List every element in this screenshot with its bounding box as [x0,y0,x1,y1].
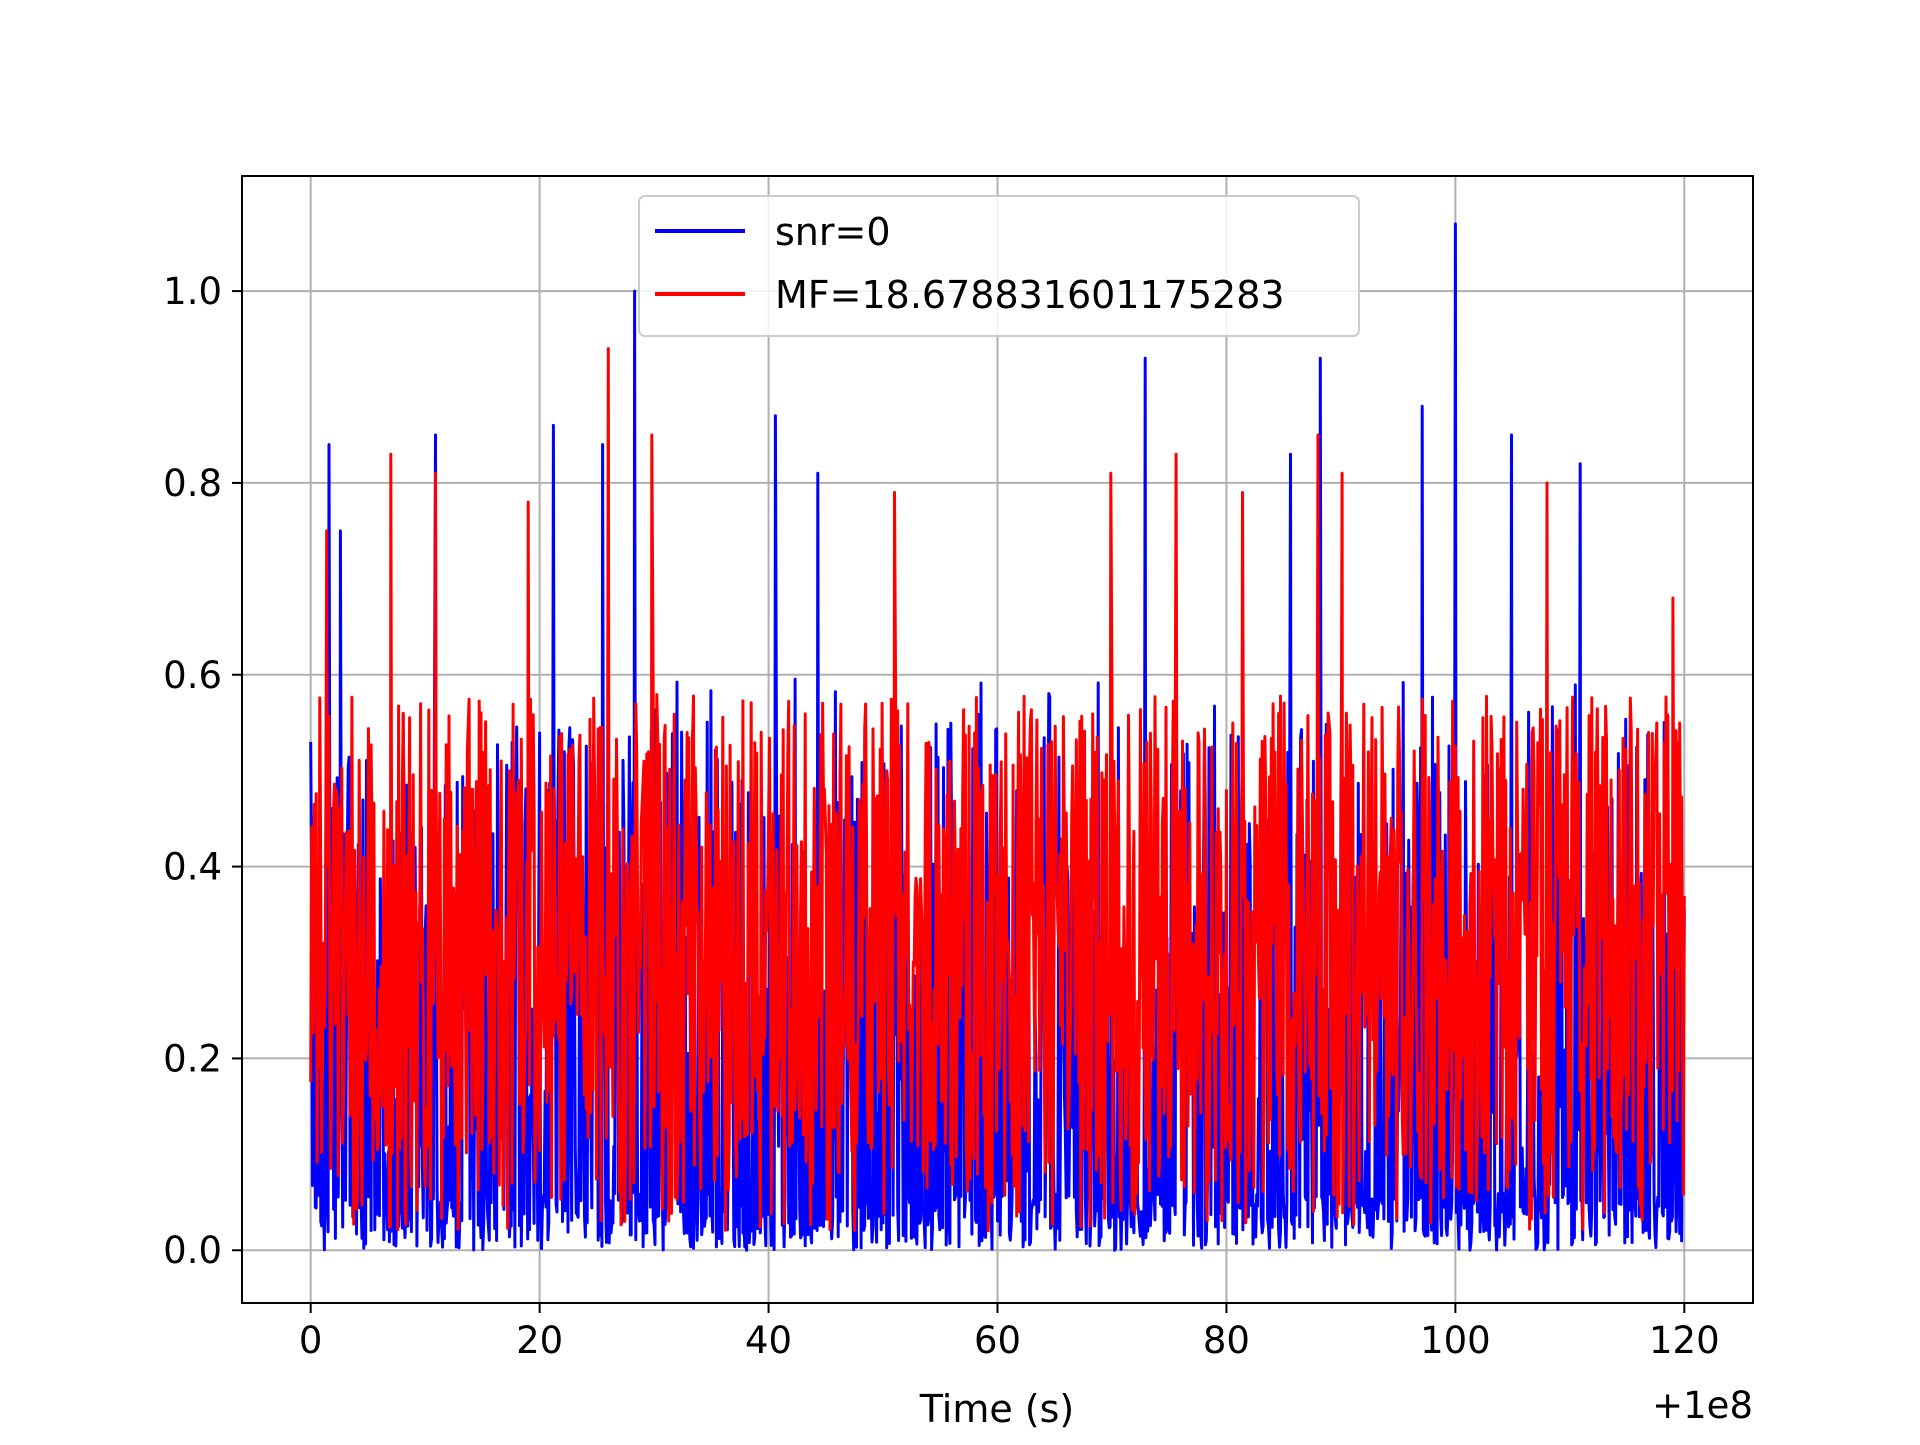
series-line-mf [309,347,1686,1233]
y-tick-label: 0.2 [163,1037,222,1080]
y-tick-label: 0.6 [163,654,222,697]
legend-box [638,195,1360,337]
axis-ticks: 0 20 40 60 80 100 120 0.0 0.2 0.4 0.6 0.8 1.0 [163,270,1719,1362]
x-tick-label: 80 [1203,1319,1250,1362]
x-tick-label: 60 [974,1319,1021,1362]
y-tick-label: 1.0 [163,270,222,313]
legend-label-mf: MF=18.678831601175283 [775,273,1285,317]
series-line-snr [309,222,1686,1252]
x-axis-offset-label: +1e8 [1652,1384,1753,1427]
y-tick-label: 0.4 [163,846,222,889]
plot-series [309,222,1686,1252]
x-tick-label: 120 [1649,1319,1720,1362]
legend-label-snr: snr=0 [775,210,891,254]
x-tick-label: 0 [299,1319,323,1362]
x-tick-label: 40 [745,1319,792,1362]
legend: snr=0 MF=18.678831601175283 [638,195,1360,337]
x-tick-label: 20 [516,1319,563,1362]
x-axis-label: Time (s) [919,1387,1075,1431]
y-tick-label: 0.0 [163,1229,222,1272]
y-tick-label: 0.8 [163,462,222,505]
x-tick-label: 100 [1420,1319,1491,1362]
